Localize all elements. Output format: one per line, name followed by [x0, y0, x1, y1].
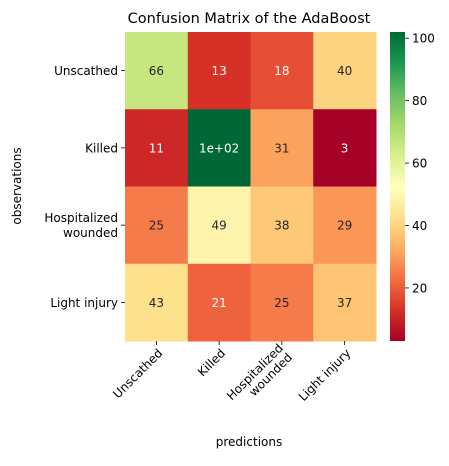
colorbar-tick-label: 60 [412, 157, 427, 171]
row-tick-label: Killed [85, 141, 118, 155]
column-tick-label: Unscathed [110, 346, 165, 401]
heatmap-cell [125, 32, 189, 110]
cell-value-label: 11 [149, 141, 164, 155]
heatmap-cell [125, 109, 189, 187]
cell-value-label: 31 [274, 141, 289, 155]
heatmap-cell [313, 263, 377, 342]
row-tick-label: Unscathed [54, 64, 118, 78]
heatmap-cell [187, 263, 251, 342]
cell-value-label: 66 [149, 64, 164, 78]
cell-value-label: 13 [211, 64, 226, 78]
heatmap-cell [125, 186, 189, 265]
colorbar-tick-label: 20 [412, 281, 427, 295]
colorbar [390, 32, 405, 341]
cell-value-label: 25 [149, 219, 164, 233]
cell-value-label: 38 [274, 219, 289, 233]
colorbar-tick-label: 100 [412, 32, 435, 46]
heatmap-cells: 66 13 18 40 11 1e+02 31 3 25 49 38 29 43 21 25 37 [125, 32, 377, 342]
cell-value-label: 37 [337, 296, 352, 310]
cell-value-label: 29 [337, 219, 352, 233]
heatmap-cell [250, 109, 314, 187]
chart-title: Confusion Matrix of the AdaBoost [128, 11, 371, 27]
cell-value-label: 40 [337, 64, 352, 78]
column-tick-label: Light injury [296, 346, 354, 404]
row-tick-label: Hospitalized wounded [44, 211, 118, 240]
heatmap-cell [313, 109, 377, 187]
row-labels: Unscathed Killed Hospitalized wounded Light … [44, 64, 125, 310]
heatmap-cell [187, 109, 251, 187]
heatmap-cell [250, 32, 314, 110]
heatmap-cell [125, 263, 189, 342]
heatmap-cell [250, 263, 314, 342]
cell-value-label: 49 [211, 219, 226, 233]
cell-value-label: 43 [149, 296, 164, 310]
cell-value-label: 25 [274, 296, 289, 310]
column-tick-label: Hospitalizedwounded [224, 341, 295, 412]
colorbar-ticks: 20 40 60 80 100 [405, 32, 435, 295]
cell-value-label: 3 [341, 141, 349, 155]
x-axis-label: predictions [216, 435, 282, 449]
row-tick-label: Light injury [50, 296, 118, 310]
cell-value-label: 21 [211, 296, 226, 310]
y-axis-label: observations [10, 147, 24, 224]
heatmap-cell [313, 32, 377, 110]
column-tick-label: Killed [195, 346, 228, 379]
heatmap-cell [187, 32, 251, 110]
colorbar-tick-label: 40 [412, 219, 427, 233]
cell-value-label: 18 [274, 64, 289, 78]
cell-value-label: 1e+02 [199, 141, 239, 155]
heatmap-cell [313, 186, 377, 265]
heatmap-cell [187, 186, 251, 265]
colorbar-tick-label: 80 [412, 94, 427, 108]
heatmap-cell [250, 186, 314, 265]
